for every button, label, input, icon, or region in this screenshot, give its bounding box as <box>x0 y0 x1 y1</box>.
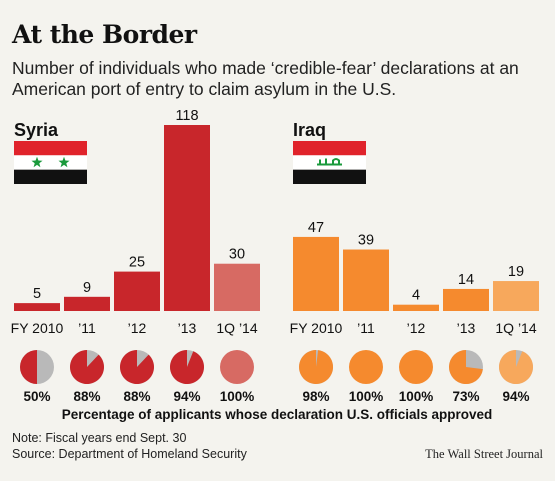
bar-value-label: 39 <box>358 233 374 249</box>
approval-pct-label: 88% <box>123 389 150 404</box>
approval-pct-label: 88% <box>73 389 100 404</box>
category-label: ’11 <box>357 320 375 336</box>
bar-iraq <box>493 281 539 311</box>
bar-value-label: 19 <box>508 264 524 280</box>
chart-subtitle: Number of individuals who made ‘credible… <box>12 58 519 99</box>
flag-star <box>58 156 70 168</box>
bar-iraq <box>343 249 389 311</box>
approval-pct-label: 94% <box>173 389 200 404</box>
bar-value-label: 30 <box>229 247 245 263</box>
category-label: FY 2010 <box>11 320 64 336</box>
approval-pie-slice <box>449 350 483 385</box>
approval-pct-label: 73% <box>452 389 479 404</box>
approval-pie-slice <box>299 350 334 385</box>
bar-value-label: 47 <box>308 220 324 236</box>
approval-pct-label: 50% <box>23 389 50 404</box>
bar-value-label: 9 <box>83 280 91 296</box>
flag-emblem <box>317 158 342 166</box>
bar-syria <box>114 271 160 311</box>
syria-flag-icon <box>14 141 87 184</box>
iraq-flag-icon <box>293 141 366 184</box>
chart-title: At the Border <box>12 20 197 49</box>
bar-syria <box>214 263 260 311</box>
category-label: 1Q ’14 <box>216 320 257 336</box>
bar-value-label: 25 <box>129 255 145 271</box>
approval-pie-slice <box>499 350 534 385</box>
bar-syria <box>64 296 110 311</box>
flag-stripe <box>293 141 366 156</box>
category-label: FY 2010 <box>290 320 343 336</box>
bar-syria <box>14 303 60 311</box>
footnote: Note: Fiscal years end Sept. 30 <box>12 431 187 445</box>
approval-caption: Percentage of applicants whose declarati… <box>62 407 493 422</box>
approval-pie-slice <box>20 350 37 384</box>
bar-iraq <box>293 236 339 311</box>
flag-stripe <box>293 155 366 170</box>
flag-stripe <box>14 155 87 170</box>
panel-title-iraq: Iraq <box>293 120 326 140</box>
bar-iraq <box>393 304 439 311</box>
category-label: ’13 <box>457 320 476 336</box>
category-label: ’12 <box>128 320 147 336</box>
bar-iraq <box>443 288 489 311</box>
flag-stripe <box>293 169 366 184</box>
approval-pie-slice <box>170 350 205 384</box>
category-label: ’13 <box>178 320 197 336</box>
approval-pct-label: 100% <box>220 389 255 404</box>
credit-line: The Wall Street Journal <box>425 447 543 461</box>
bar-value-label: 14 <box>458 272 474 288</box>
approval-pie <box>399 350 433 384</box>
category-label: ’11 <box>78 320 96 336</box>
flag-stripe <box>14 141 87 156</box>
bar-syria <box>164 125 210 311</box>
approval-pct-label: 94% <box>502 389 529 404</box>
approval-pct-label: 100% <box>399 389 434 404</box>
category-label: ’12 <box>407 320 426 336</box>
bar-value-label: 118 <box>175 108 198 124</box>
approval-pie <box>349 350 383 384</box>
category-label: 1Q ’14 <box>495 320 536 336</box>
approval-pie <box>220 350 254 384</box>
approval-pct-label: 98% <box>302 389 329 404</box>
approval-pie-slice <box>70 350 105 384</box>
bar-value-label: 4 <box>412 288 420 304</box>
flag-star <box>31 156 43 168</box>
flag-stripe <box>14 169 87 184</box>
approval-pie-slice <box>120 350 155 384</box>
source-note: Source: Department of Homeland Security <box>12 447 247 461</box>
bar-value-label: 5 <box>33 286 41 302</box>
approval-pct-label: 100% <box>349 389 384 404</box>
panel-title-syria: Syria <box>14 120 59 140</box>
